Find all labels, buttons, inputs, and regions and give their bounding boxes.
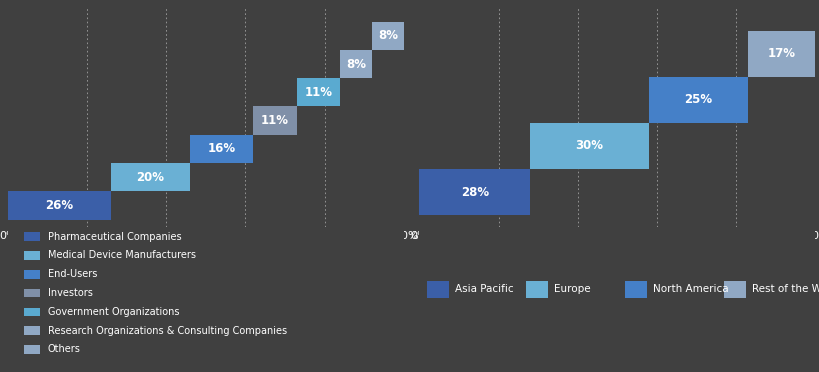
Bar [8,192,111,220]
Text: 25%: 25% [684,93,713,106]
Bar [296,78,341,106]
Text: 28%: 28% [461,186,489,199]
Text: 17%: 17% [767,47,795,60]
Text: North America: North America [653,284,728,294]
Bar [24,251,40,260]
Text: Asia Pacific: Asia Pacific [455,284,514,294]
Bar [24,232,40,241]
Text: Investors: Investors [48,288,93,298]
Bar [341,50,372,78]
Bar [428,280,449,298]
Text: 8%: 8% [346,58,366,71]
Bar [24,270,40,279]
Title: BY REGION: BY REGION [566,0,668,4]
Bar [419,169,530,215]
Bar [24,327,40,335]
Text: 16%: 16% [208,142,236,155]
Text: Rest of the World: Rest of the World [752,284,819,294]
Bar [724,280,746,298]
Bar [625,280,647,298]
Bar [24,345,40,354]
Text: 26%: 26% [46,199,74,212]
Text: 8%: 8% [378,29,398,42]
Text: 11%: 11% [261,114,289,127]
Text: Pharmaceutical Companies: Pharmaceutical Companies [48,232,181,242]
Text: 20%: 20% [137,171,165,184]
Bar [24,289,40,297]
Text: End-Users: End-Users [48,269,97,279]
Text: Government Organizations: Government Organizations [48,307,179,317]
Text: Others: Others [48,344,80,355]
Bar [372,22,404,50]
Bar [253,106,296,135]
Text: Europe: Europe [554,284,590,294]
Text: 11%: 11% [305,86,333,99]
Title: BY STAKEHOLDERS: BY STAKEHOLDERS [117,0,295,4]
Text: 30%: 30% [576,140,604,153]
Bar [190,135,253,163]
Bar [530,123,649,169]
Bar [748,31,815,77]
Text: Research Organizations & Consulting Companies: Research Organizations & Consulting Comp… [48,326,287,336]
Bar [24,308,40,316]
Text: Medical Device Manufacturers: Medical Device Manufacturers [48,250,196,260]
Bar [527,280,548,298]
Bar [111,163,190,192]
Bar [649,77,748,123]
